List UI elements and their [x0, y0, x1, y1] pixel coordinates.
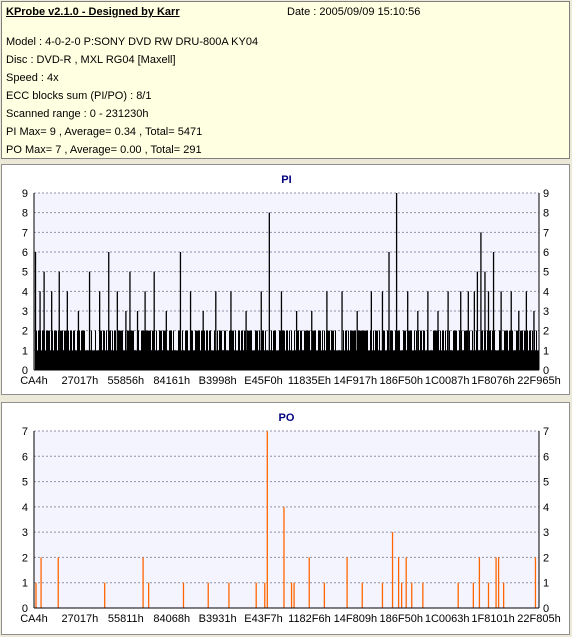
y-tick-label-right: 7 — [543, 426, 549, 438]
x-tick-label: E43F7h — [244, 613, 283, 625]
y-tick-label-left: 2 — [22, 552, 28, 564]
y-tick-label-right: 9 — [543, 188, 549, 200]
x-tick-label: 22F965h — [517, 375, 560, 387]
x-tick-label: 186F50h — [380, 613, 423, 625]
ecc-line: ECC blocks sum (PI/PO) : 8/1 — [6, 90, 152, 102]
y-tick-label-left: 4 — [22, 502, 28, 514]
x-tick-label: 186F50h — [380, 375, 423, 387]
y-tick-label-left: 2 — [22, 326, 28, 338]
y-tick-label-left: 7 — [22, 426, 28, 438]
x-tick-label: 1C0087h — [425, 375, 470, 387]
y-tick-label-right: 0 — [543, 603, 549, 615]
y-tick-label-left: 6 — [22, 451, 28, 463]
po-summary-line: PO Max= 7 , Average= 0.00 , Total= 291 — [6, 144, 202, 156]
y-tick-label-left: 4 — [22, 286, 28, 298]
x-tick-label: 14F917h — [334, 375, 377, 387]
po-chart: 0 0 1 1 2 2 3 3 4 4 5 5 6 6 7 7 CA4h 27017h 55811h 84068h B3… — [20, 412, 560, 625]
model-line: Model : 4-0-2-0 P:SONY DVD RW DRU-800A K… — [6, 36, 259, 48]
y-tick-label-left: 1 — [22, 578, 28, 590]
scan-date: Date : 2005/09/09 15:10:56 — [287, 6, 421, 18]
y-tick-label-right: 7 — [543, 227, 549, 239]
x-tick-label: E45F0h — [244, 375, 283, 387]
y-tick-label-left: 5 — [22, 477, 28, 489]
plot-area — [34, 431, 539, 608]
y-tick-label-right: 6 — [543, 451, 549, 463]
x-tick-label: 22F805h — [517, 613, 560, 625]
x-tick-label: 84161h — [153, 375, 190, 387]
x-tick-label: CA4h — [20, 613, 48, 625]
x-tick-label: 1182F6h — [288, 613, 331, 625]
y-tick-label-right: 3 — [543, 527, 549, 539]
x-tick-label: 55856h — [107, 375, 144, 387]
disc-line: Disc : DVD-R , MXL RG04 [Maxell] — [6, 54, 176, 66]
y-tick-label-left: 5 — [22, 267, 28, 279]
y-tick-label-right: 8 — [543, 208, 549, 220]
x-tick-label: B3931h — [199, 613, 237, 625]
range-line: Scanned range : 0 - 231230h — [6, 108, 149, 120]
y-tick-label-left: 7 — [22, 227, 28, 239]
y-tick-label-right: 4 — [543, 502, 549, 514]
y-tick-label-right: 1 — [543, 345, 549, 357]
speed-line: Speed : 4x — [6, 72, 59, 84]
y-tick-label-left: 3 — [22, 527, 28, 539]
y-tick-label-right: 4 — [543, 286, 549, 298]
x-tick-label: 1F8101h — [471, 613, 514, 625]
info-panel: KProbe v2.1.0 - Designed by Karr Date : … — [1, 1, 570, 159]
y-tick-label-right: 0 — [543, 365, 549, 377]
y-tick-label-right: 2 — [543, 326, 549, 338]
x-tick-label: 1F8076h — [471, 375, 514, 387]
x-tick-label: 84068h — [153, 613, 190, 625]
x-tick-label: B3998h — [199, 375, 237, 387]
po-chart-panel: 0 0 1 1 2 2 3 3 4 4 5 5 6 6 7 7 CA4h 27017h 55811h 84068h B3… — [1, 402, 570, 635]
y-tick-label-right: 3 — [543, 306, 549, 318]
y-tick-label-right: 1 — [543, 578, 549, 590]
y-tick-label-right: 2 — [543, 552, 549, 564]
y-tick-label-left: 8 — [22, 208, 28, 220]
y-tick-label-left: 1 — [22, 345, 28, 357]
chart-title: PO — [279, 412, 295, 424]
y-tick-label-right: 5 — [543, 477, 549, 489]
pi-chart-panel: 0 0 1 1 2 2 3 3 4 4 5 5 6 6 7 7 8 8 9 9 CA4h 27017h 55856h 8416… — [1, 164, 570, 395]
y-tick-label-left: 0 — [22, 365, 28, 377]
pi-chart: 0 0 1 1 2 2 3 3 4 4 5 5 6 6 7 7 8 8 9 9 CA4h 27017h 55856h 8416… — [20, 174, 560, 387]
y-tick-label-left: 3 — [22, 306, 28, 318]
chart-title: PI — [281, 174, 291, 186]
app-title: KProbe v2.1.0 - Designed by Karr — [6, 6, 180, 18]
y-tick-label-left: 6 — [22, 247, 28, 259]
x-tick-label: 27017h — [62, 375, 99, 387]
y-tick-label-right: 5 — [543, 267, 549, 279]
pi-summary-line: PI Max= 9 , Average= 0.34 , Total= 5471 — [6, 126, 203, 138]
x-tick-label: 55811h — [108, 613, 144, 625]
y-tick-label-left: 9 — [22, 188, 28, 200]
y-tick-label-left: 0 — [22, 603, 28, 615]
y-tick-label-right: 6 — [543, 247, 549, 259]
x-tick-label: 27017h — [62, 613, 99, 625]
x-tick-label: 1C0063h — [425, 613, 470, 625]
x-tick-label: 11835Eh — [288, 375, 331, 387]
x-tick-label: 14F809h — [334, 613, 377, 625]
x-tick-label: CA4h — [20, 375, 48, 387]
